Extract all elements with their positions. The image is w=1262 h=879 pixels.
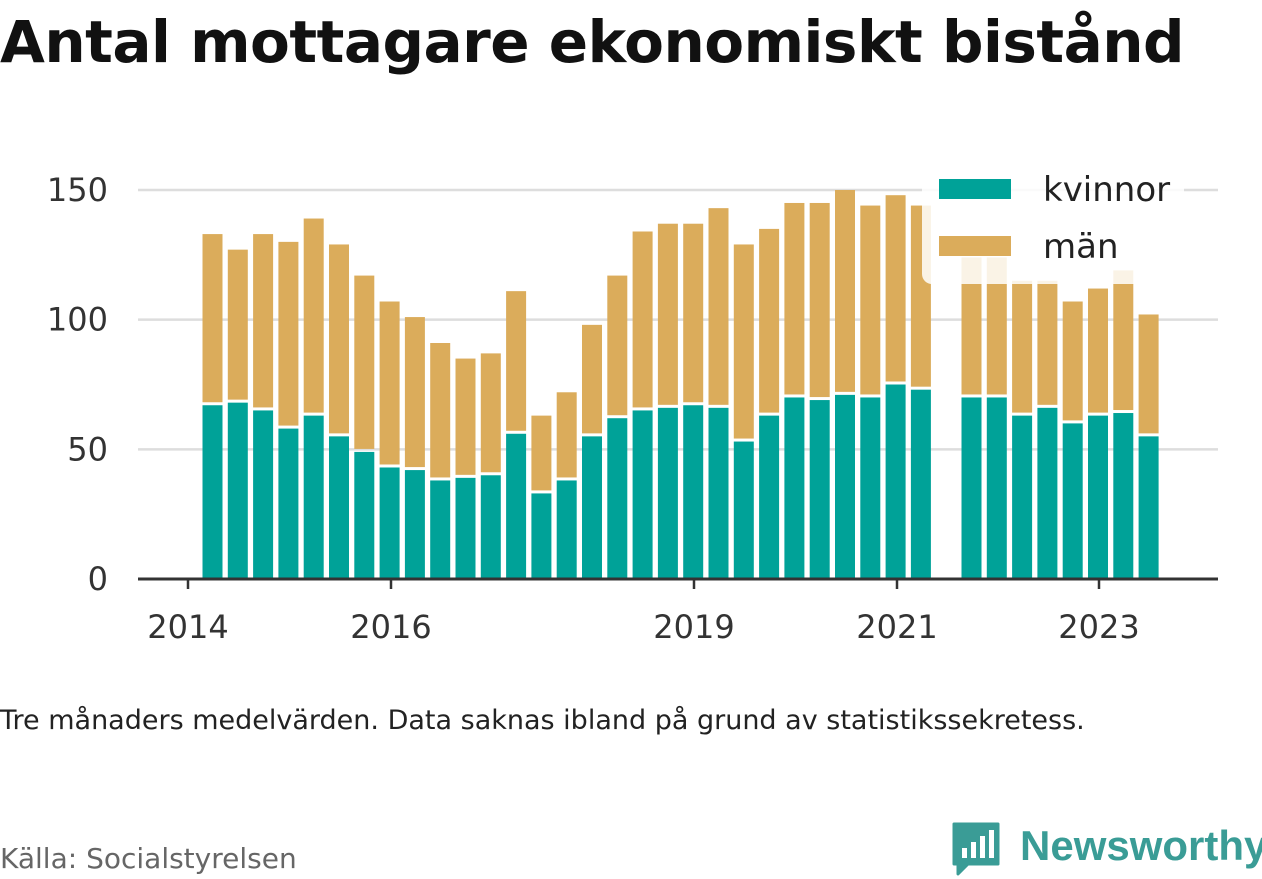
bar-man [885,195,906,382]
bar-man [278,241,299,426]
x-tick-label: 2016 [350,608,431,646]
bar-man [202,234,223,403]
bar-kvinnor [329,436,349,579]
x-tick-label: 2014 [147,608,228,646]
bar-man [404,317,425,468]
y-tick-label: 50 [67,430,108,468]
chart-logo-icon [952,822,1000,876]
bar-kvinnor [986,397,1007,579]
bars [202,190,1159,579]
bar-man [354,275,375,449]
bar-man [708,208,729,405]
bar-kvinnor [1012,415,1033,579]
bar-kvinnor [961,397,982,579]
bar-man [455,358,476,475]
bar-kvinnor [657,407,678,579]
bar-man [531,415,552,491]
bar-man [809,202,830,398]
bar-man [683,223,704,403]
legend-label: män [1043,227,1119,267]
x-axis-ticks: 2014 2016 2019 2021 2023 [147,579,1140,646]
legend: kvinnor män [922,160,1184,284]
bar-man [986,257,1007,395]
bar-kvinnor [683,405,704,579]
bar-kvinnor [582,436,602,579]
bar-man [329,244,349,434]
bar-man [759,228,780,413]
y-tick-label: 150 [47,171,108,209]
bar-kvinnor [455,477,476,579]
bar-man [961,257,982,395]
bar-kvinnor [253,410,274,579]
bar-kvinnor [354,451,375,579]
legend-label: kvinnor [1043,170,1170,210]
x-tick-label: 2023 [1058,608,1139,646]
bar-man [303,218,324,413]
bar-man [632,231,653,408]
bar-kvinnor [1138,436,1159,579]
bar-kvinnor [708,407,729,579]
legend-swatch [939,179,1011,199]
bar-kvinnor [632,410,653,579]
legend-swatch [939,236,1011,256]
bar-man [253,234,274,408]
bar-man [1138,314,1159,434]
bar-man [227,249,248,400]
bar-man [480,353,501,473]
bar-kvinnor [556,480,577,579]
bar-kvinnor [1062,423,1083,579]
x-tick-label: 2021 [856,608,937,646]
bar-man [556,392,577,478]
bar-man [1012,280,1033,413]
y-axis-ticks: 0 50 100 150 [47,171,108,598]
bar-man [835,190,855,392]
bar-kvinnor [303,415,324,579]
bar-man [1113,270,1134,411]
bar-man [506,291,527,431]
chart-note: Tre månaders medelvärden. Data saknas ib… [0,705,1085,736]
bar-kvinnor [784,397,805,579]
x-tick-label: 2019 [653,608,734,646]
bar-kvinnor [1088,415,1108,579]
bar-kvinnor [480,475,501,579]
bar-kvinnor [506,433,527,579]
bar-kvinnor [860,397,881,579]
stacked-bar-chart: 0 50 100 150 2014 2016 2019 2021 2023 kvinnor mä… [46,160,1218,646]
source-credit: Källa: Socialstyrelsen [0,842,297,875]
bar-man [1062,301,1083,421]
bar-kvinnor [531,493,552,579]
bar-kvinnor [1113,413,1134,579]
y-tick-label: 0 [88,560,108,598]
bar-kvinnor [809,400,830,579]
bar-kvinnor [202,405,223,579]
bar-man [657,223,678,405]
bar-man [582,324,602,434]
bar-kvinnor [1037,407,1058,579]
bar-man [860,205,881,395]
bar-kvinnor [379,467,400,579]
brand-logo: Newsworthy [950,818,1262,876]
bar-man [607,275,628,416]
bar-kvinnor [759,415,780,579]
bar-man [430,343,451,478]
bar-kvinnor [885,384,906,579]
bar-kvinnor [404,470,425,579]
bar-man [1088,288,1108,413]
chart-title: Antal mottagare ekonomiskt bistånd [0,8,1185,76]
bar-man [733,244,754,439]
y-tick-label: 100 [47,301,108,339]
bar-man [784,202,805,395]
bar-kvinnor [278,428,299,579]
bar-kvinnor [227,402,248,579]
bar-kvinnor [835,394,855,579]
bar-man [379,301,400,465]
brand-name: Newsworthy [1020,822,1262,869]
bar-man [1037,280,1058,405]
bar-kvinnor [910,389,931,579]
bar-kvinnor [733,441,754,579]
bar-kvinnor [430,480,451,579]
bar-kvinnor [607,418,628,579]
